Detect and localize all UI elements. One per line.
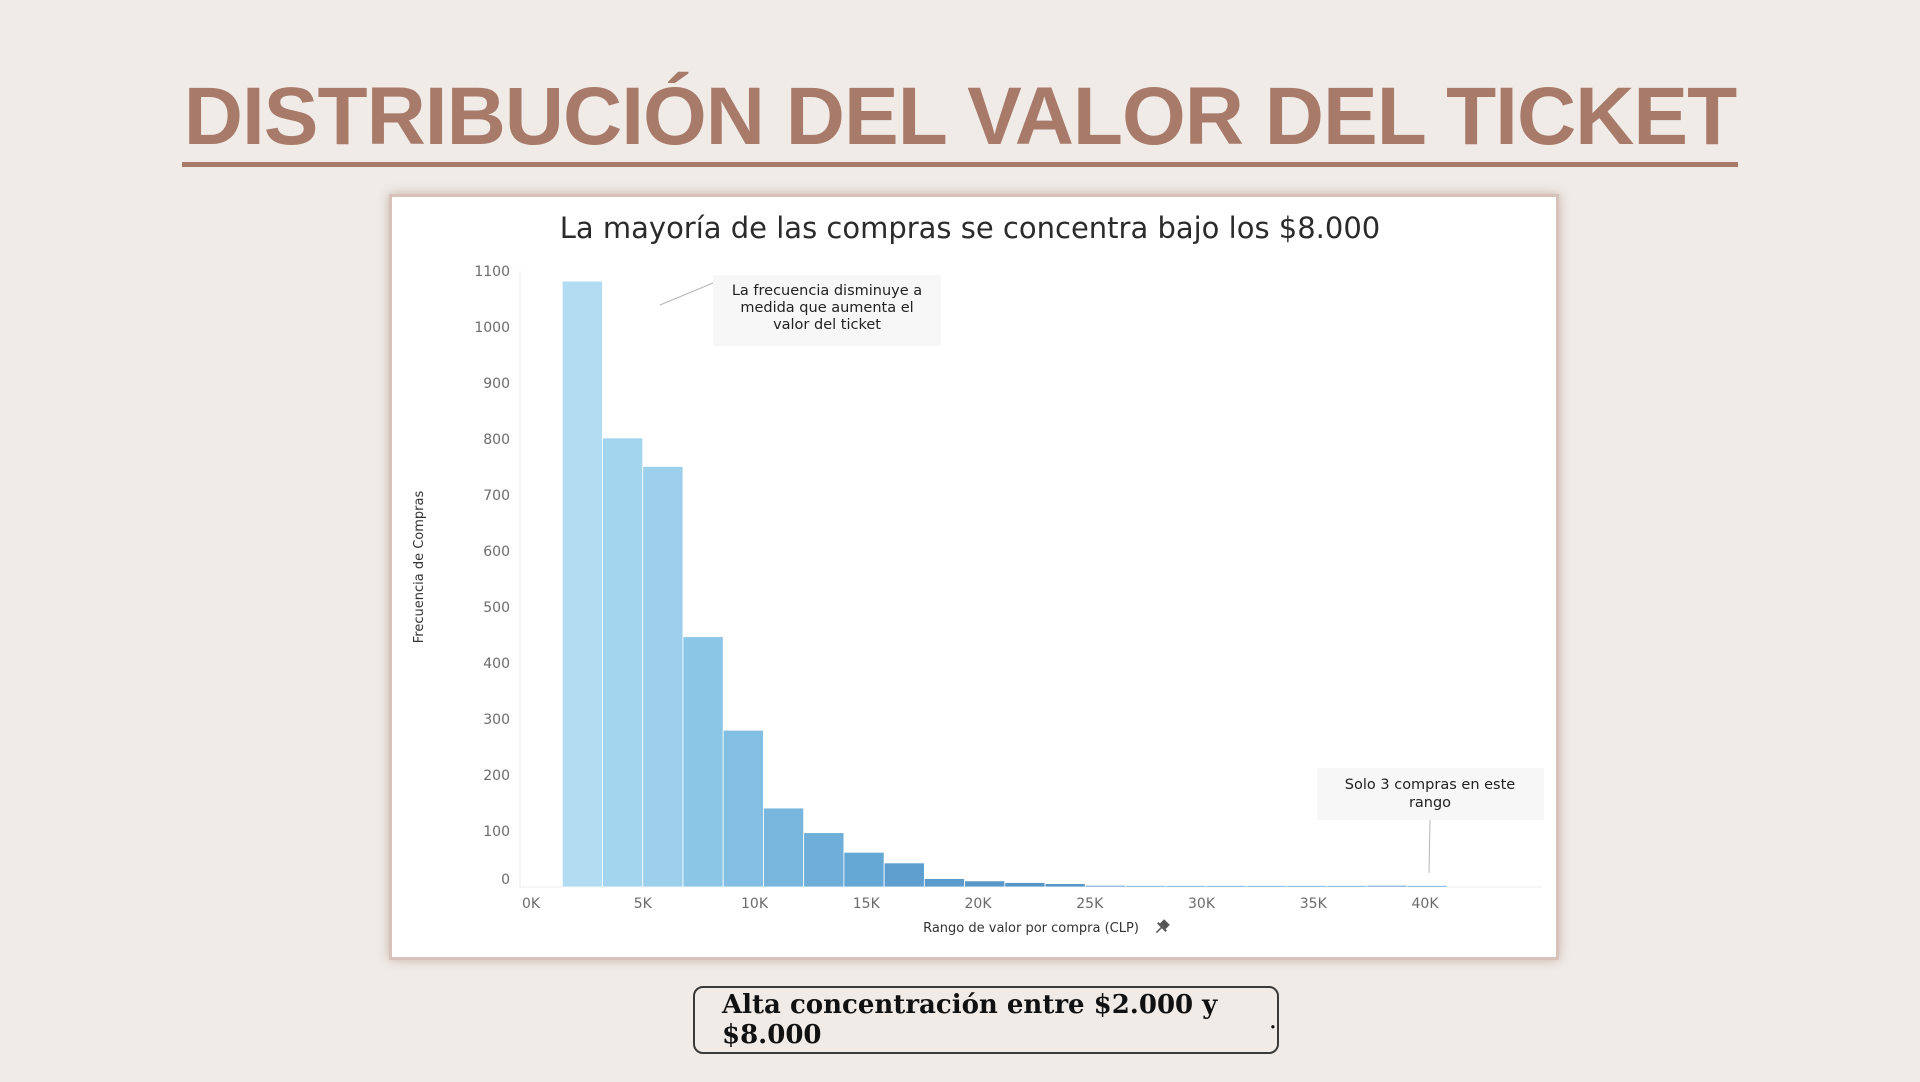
histogram-bars <box>561 280 1448 888</box>
histogram-bar[interactable] <box>883 862 925 888</box>
x-tick-label: 40K <box>1412 896 1440 912</box>
x-tick-label: 30K <box>1188 896 1216 912</box>
y-tick-label: 100 <box>483 824 510 840</box>
annotation-decline-line-1: La frecuencia disminuye a <box>732 283 922 299</box>
annotation-few-purchases-line-1: Solo 3 compras en este <box>1345 777 1515 793</box>
histogram-chart: La mayoría de las compras se concentra b… <box>412 211 1544 937</box>
histogram-bar[interactable] <box>1245 885 1287 888</box>
histogram-bar[interactable] <box>964 880 1006 888</box>
histogram-bar[interactable] <box>843 851 885 888</box>
x-tick-label: 0K <box>522 896 541 912</box>
page-title-text: DISTRIBUCIÓN DEL VALOR DEL TICKET <box>181 76 1739 167</box>
page-title: DISTRIBUCIÓN DEL VALOR DEL TICKET <box>0 76 1920 167</box>
histogram-bar[interactable] <box>1084 884 1126 888</box>
histogram-bar[interactable] <box>1326 885 1368 888</box>
histogram-bar[interactable] <box>1205 885 1247 888</box>
histogram-bar[interactable] <box>1125 885 1167 888</box>
annotation-decline-line-3: valor del ticket <box>773 317 881 333</box>
y-tick-label: 500 <box>483 600 510 616</box>
histogram-bar[interactable] <box>1286 885 1328 888</box>
histogram-bar[interactable] <box>642 466 684 888</box>
summary-text: Alta concentración entre $2.000 y $8.000 <box>722 990 1218 1050</box>
histogram-bar[interactable] <box>1165 885 1207 888</box>
histogram-bar[interactable] <box>1366 884 1408 888</box>
x-ticks: 0K 5K 10K 15K 20K 25K 30K 35K 40K <box>522 896 1439 912</box>
x-tick-label: 25K <box>1076 896 1104 912</box>
y-tick-label: 300 <box>483 712 510 728</box>
summary-box: Alta concentración entre $2.000 y $8.000… <box>693 986 1279 1054</box>
annotation-decline-box <box>713 275 941 346</box>
annotation-few-purchases-box <box>1317 768 1544 820</box>
chart-title: La mayoría de las compras se concentra b… <box>560 211 1381 245</box>
histogram-bar[interactable] <box>763 807 805 888</box>
annotation-few-purchases-connector <box>1428 819 1431 874</box>
x-tick-label: 10K <box>741 896 769 912</box>
y-tick-label: 400 <box>483 656 510 672</box>
y-tick-label: 1000 <box>474 320 510 336</box>
histogram-bar[interactable] <box>602 437 644 888</box>
x-axis-label: Rango de valor por compra (CLP) <box>923 921 1139 936</box>
annotation-few-purchases-line-2: rango <box>1409 795 1451 811</box>
chart-card: La mayoría de las compras se concentra b… <box>389 194 1559 960</box>
histogram-bar[interactable] <box>682 636 724 888</box>
y-tick-label: 600 <box>483 544 510 560</box>
histogram-bar[interactable] <box>561 280 603 888</box>
annotation-few-purchases: Solo 3 compras en este rango <box>1317 768 1544 874</box>
histogram-bar[interactable] <box>1406 885 1448 888</box>
y-tick-label: 0 <box>501 872 510 888</box>
pin-icon[interactable] <box>1152 918 1171 937</box>
y-tick-label: 900 <box>483 376 510 392</box>
annotation-decline-line-2: medida que aumenta el <box>740 300 913 316</box>
annotation-decline: La frecuencia disminuye a medida que aum… <box>659 275 941 346</box>
histogram-bar[interactable] <box>722 729 764 888</box>
x-tick-label: 5K <box>634 896 653 912</box>
y-axis-label: Frecuencia de Compras <box>412 491 427 644</box>
y-tick-label: 1100 <box>474 264 510 280</box>
y-tick-label: 200 <box>483 768 510 784</box>
y-tick-label: 700 <box>483 488 510 504</box>
y-tick-label: 800 <box>483 432 510 448</box>
annotation-decline-connector <box>659 282 714 306</box>
histogram-bar[interactable] <box>1004 882 1046 888</box>
y-ticks: 0 100 200 300 400 500 600 700 800 900 1000 1100 <box>474 264 510 888</box>
histogram-bar[interactable] <box>1044 883 1086 888</box>
x-tick-label: 15K <box>853 896 881 912</box>
summary-period: . <box>1268 1005 1277 1035</box>
histogram-bar[interactable] <box>803 832 845 888</box>
x-tick-label: 20K <box>965 896 993 912</box>
histogram-bar[interactable] <box>923 878 965 888</box>
x-tick-label: 35K <box>1300 896 1328 912</box>
